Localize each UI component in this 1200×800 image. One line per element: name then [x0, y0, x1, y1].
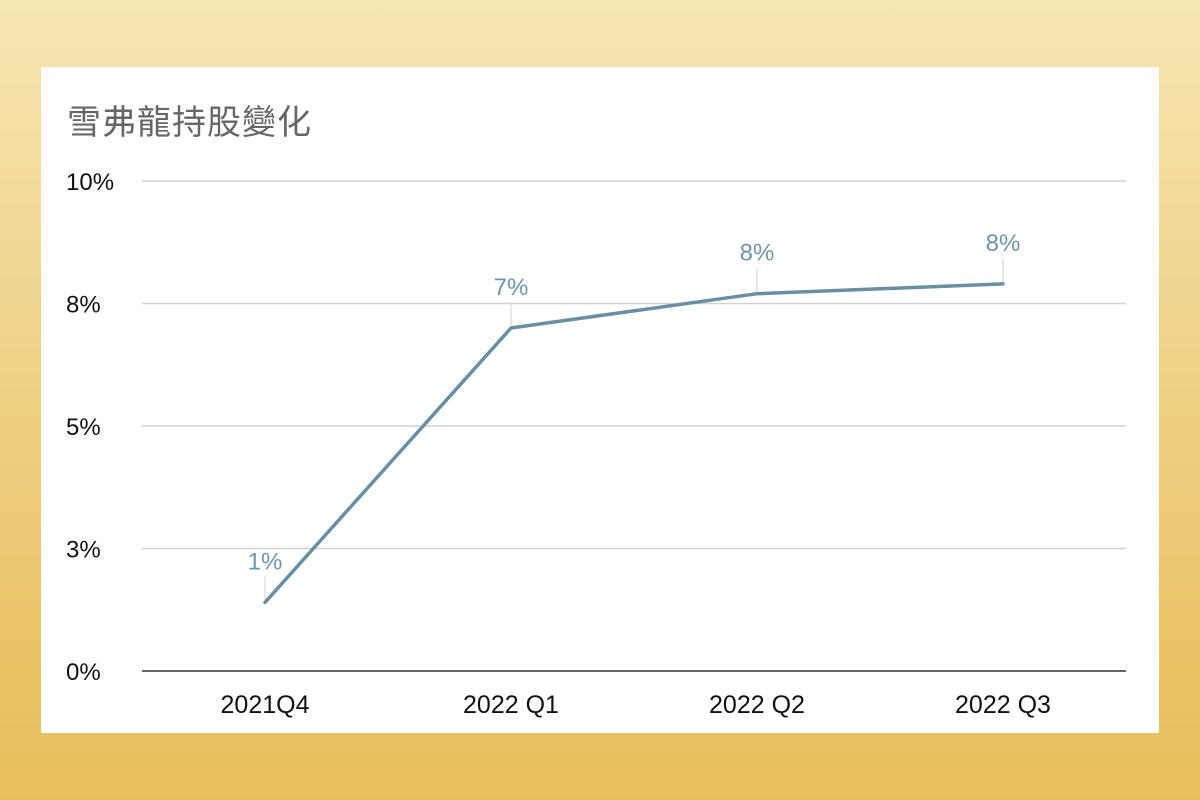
x-tick-label: 2021Q4 — [221, 691, 310, 719]
series-line — [263, 282, 1005, 605]
data-label: 1% — [248, 548, 283, 575]
x-tick-label: 2022 Q2 — [709, 691, 805, 719]
data-labels: 1% 7% 8% 8% — [248, 230, 1021, 576]
y-tick-label: 3% — [66, 537, 101, 564]
y-axis-ticks: 0% 3% 5% 8% 10% — [66, 169, 114, 686]
series-layer — [263, 282, 1005, 605]
y-tick-label: 0% — [66, 659, 101, 686]
data-label: 8% — [986, 230, 1021, 257]
x-axis-ticks: 2021Q4 2022 Q1 2022 Q2 2022 Q3 — [221, 691, 1051, 719]
chart-card: 雪弗龍持股變化 0% 3% 5% 8% 10% 2021Q4 2022 Q1 2022 Q2… — [41, 67, 1159, 733]
chart-title: 雪弗龍持股變化 — [67, 103, 312, 143]
data-label: 7% — [494, 274, 529, 301]
gridlines — [142, 180, 1126, 672]
y-tick-label: 5% — [66, 414, 101, 441]
data-label: 8% — [740, 240, 775, 267]
y-tick-label: 8% — [66, 292, 101, 319]
x-tick-label: 2022 Q3 — [955, 691, 1051, 719]
y-tick-label: 10% — [66, 169, 114, 196]
line-chart: 0%3%5%8%10% 2021Q4 2022 Q1 2022 Q2 2022 Q3 … — [66, 169, 1126, 719]
data-label-leaders — [264, 257, 1004, 601]
x-tick-label: 2022 Q1 — [463, 691, 559, 719]
